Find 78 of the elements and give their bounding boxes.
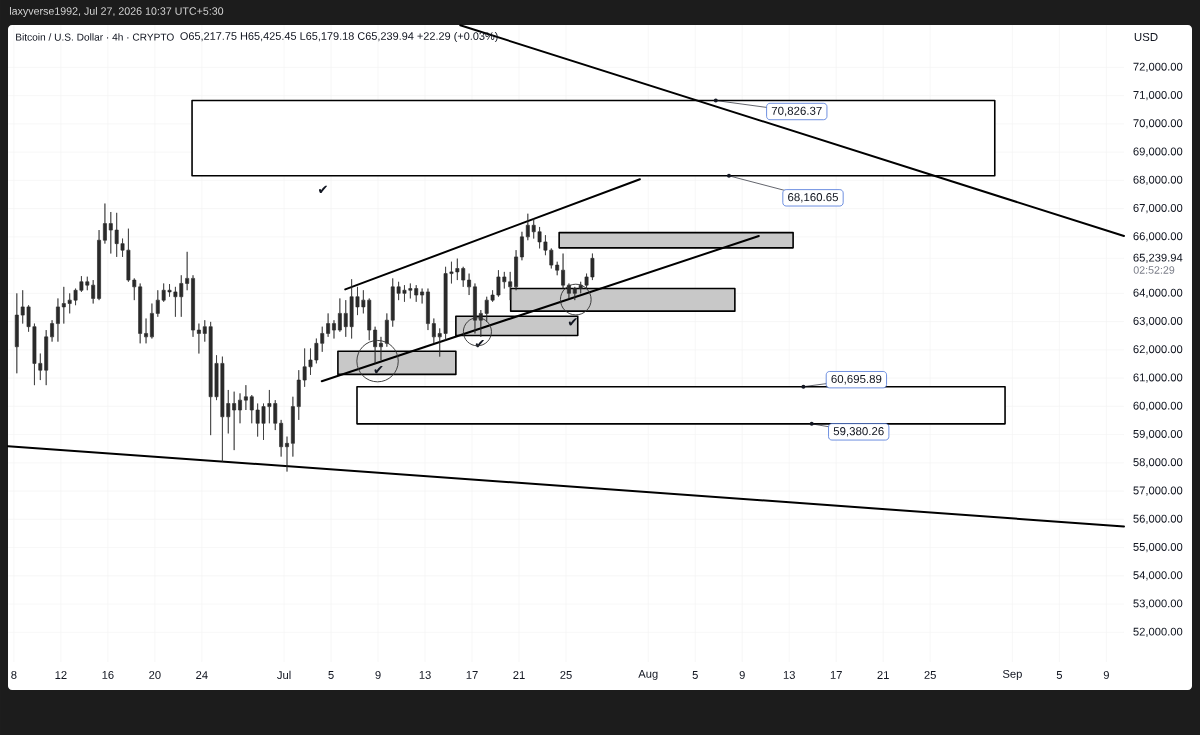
text: O65,217.75 H65,425.45 L65,179.18 C65,239.94 +22.29 (+0.03%)	[180, 31, 498, 43]
text: 02:52:29	[1133, 266, 1175, 274]
candlestick	[520, 231, 524, 261]
y-tick-label: 61,000.00	[1133, 373, 1183, 383]
candlestick	[243, 384, 248, 411]
y-tick-label: 59,000.00	[1133, 429, 1183, 440]
candlestick	[149, 303, 154, 339]
x-tick-label: 9	[1103, 671, 1109, 679]
x-tick-label: 24	[196, 671, 208, 679]
y-tick-label: 68,000.00	[1133, 175, 1183, 185]
candlestick	[144, 318, 148, 344]
x-tick-label: 21	[513, 671, 525, 679]
x-tick-label: 25	[560, 671, 572, 679]
candlestick	[238, 393, 242, 424]
x-tick-label: 25	[924, 671, 936, 679]
candlestick	[337, 298, 342, 333]
annotation: ✔	[374, 365, 383, 374]
y-tick-label: 56,000.00	[1133, 514, 1183, 524]
candlestick	[426, 288, 430, 331]
y-tick-label: 69,000.00	[1133, 147, 1183, 157]
y-tick-label: 53,000.00	[1133, 599, 1183, 609]
y-axis-title: USD	[1134, 32, 1158, 42]
x-tick-label: 5	[1056, 671, 1063, 679]
candlestick	[326, 313, 331, 338]
x-tick-label: Jul	[277, 670, 291, 680]
y-tick-label: 71,000.00	[1133, 90, 1183, 101]
x-tick-label: 9	[739, 671, 745, 679]
y-tick-label: 57,000.00	[1133, 486, 1183, 496]
candlestick	[332, 319, 336, 339]
y-tick-label: 63,000.00	[1133, 316, 1183, 327]
annotation: 60,695.89	[831, 374, 882, 385]
x-tick-label: Sep	[1002, 669, 1022, 681]
candlestick	[420, 288, 425, 304]
y-tick-label: 60,000.00	[1133, 401, 1183, 411]
y-tick-label: 72,000.00	[1133, 62, 1183, 72]
x-tick-label: 12	[55, 671, 67, 679]
y-tick-label: 66,000.00	[1133, 232, 1183, 242]
candlestick	[285, 436, 289, 472]
x-tick-label: 5	[328, 671, 334, 679]
candlestick	[467, 273, 472, 296]
text: Bitcoin / U.S. Dollar · 4h · CRYPTO	[16, 33, 174, 41]
candlestick	[514, 249, 518, 291]
candlestick	[56, 298, 60, 342]
y-tick-label: 52,000.00	[1133, 627, 1183, 637]
candlestick	[191, 274, 195, 338]
y-tick-label: 58,000.00	[1133, 458, 1183, 468]
annotation: 70,826.37	[771, 106, 822, 117]
x-tick-label: 13	[419, 671, 431, 679]
candlestick	[279, 419, 284, 457]
candlestick	[50, 319, 54, 342]
y-tick-label: 70,000.00	[1133, 119, 1183, 129]
candlestick	[91, 279, 96, 304]
annotation: ✔	[568, 318, 577, 326]
candlestick	[290, 396, 295, 457]
x-tick-label: 8	[11, 671, 17, 679]
x-tick-label: 17	[830, 671, 842, 679]
annotation: 59,380.26	[833, 427, 884, 437]
annotation: ✔	[318, 185, 328, 194]
y-tick-label: 55,000.00	[1133, 542, 1183, 553]
y-tick-label: 54,000.00	[1133, 571, 1183, 581]
candlestick	[196, 323, 201, 354]
candlestick	[103, 203, 107, 244]
y-tick-label: 67,000.00	[1133, 203, 1183, 214]
y-tick-label: 62,000.00	[1133, 345, 1183, 355]
x-tick-label: 16	[102, 671, 114, 679]
annotation: 68,160.65	[788, 193, 839, 203]
x-tick-label: 21	[877, 671, 889, 679]
x-tick-label: 13	[783, 671, 795, 679]
candlestick	[155, 289, 160, 318]
x-tick-label: 5	[692, 671, 698, 679]
text: laxyverse1992, Jul 27, 2026 10:37 UTC+5:30	[9, 7, 224, 17]
x-tick-label: 20	[149, 671, 161, 679]
y-tick-label: 65,239.94	[1133, 253, 1183, 263]
x-tick-label: Aug	[638, 669, 658, 680]
y-tick-label: 64,000.00	[1133, 288, 1183, 298]
x-tick-label: 9	[375, 671, 381, 679]
x-tick-label: 17	[466, 671, 478, 679]
candlestick	[97, 229, 101, 301]
